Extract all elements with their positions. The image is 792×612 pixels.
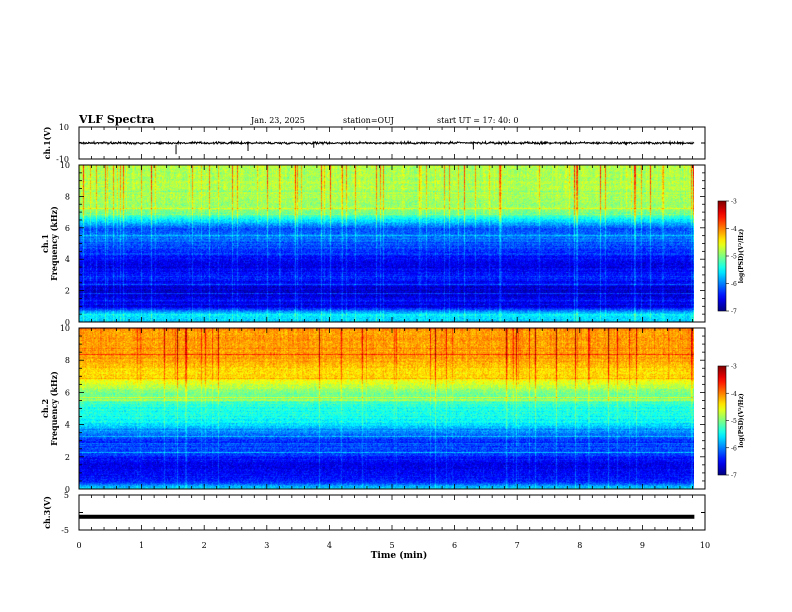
ch2-spectrogram-ylabel: ch.2Frequency (kHz) [40,371,59,446]
ch1-waveform-trace [78,139,695,147]
ch1-waveform-ytick-label: 10 [59,123,69,132]
ch2-spectrogram-panel: 0 2 4 6 8 10 ch.2Frequency (kHz) [40,324,706,494]
ch3-waveform-frame [78,494,706,531]
x-axis-label: Time (min) [371,550,428,561]
ch1-spectrogram-ytick-label: 10 [60,161,70,170]
x-tick-label: 2 [202,541,207,550]
ch1-waveform-ylabel: ch.1(V) [42,126,52,159]
ch2-spectrogram-ytick-label: 0 [65,485,70,494]
station-label: station=OUJ [343,116,394,125]
ch3-waveform-panel: 5 -5 ch.3(V) [42,491,706,535]
ch1-colorbar-label: log(PSD)(V²/Hz) [738,229,745,284]
ch3-waveform-ytick-label: -5 [61,526,69,535]
ch2-colorbar-tick-label: -7 [731,473,737,480]
ch1-spectrogram-ytick-label: 4 [65,255,70,264]
ch2-colorbar: -3 -4 -5 -6 -7 log(PSD)(V²/Hz) [717,364,745,480]
ch2-colorbar-tick-label: -6 [731,445,737,452]
ch1-waveform-ytick-label: -10 [56,155,69,164]
figure-title: VLF Spectra [78,113,154,126]
ch1-colorbar-tick-label: -3 [731,199,737,206]
ch1-spectrogram-ytick-label: 0 [65,318,70,327]
ch1-spectrogram-ytick-label: 6 [65,224,70,233]
ch2-spectrogram-ytick-label: 6 [65,388,70,397]
ch1-spectrogram-panel: 0 2 4 6 8 10 ch.1Frequency (kHz) [40,161,706,327]
x-tick-label: 1 [139,541,144,550]
ch1-colorbar-tick-label: -7 [731,309,737,316]
ch2-colorbar-tick-label: -3 [731,364,737,371]
ch2-colorbar-tick-label: -5 [731,418,737,425]
date-label: Jan. 23, 2025 [250,116,305,125]
ch1-spectrogram-ylabel: ch.1Frequency (kHz) [40,206,59,281]
start-time-label: start UT = 17: 40: 0 [437,116,518,125]
ch1-colorbar-bar [717,200,727,312]
ch1-colorbar-tick-label: -5 [731,254,737,261]
x-tick-label: 7 [515,541,520,550]
ch2-spectrogram-ytick-label: 4 [65,421,70,430]
ch2-spectrogram-heatmap [79,328,694,489]
ch1-colorbar-tick-label: -6 [731,281,737,288]
ch2-colorbar-label: log(PSD)(V²/Hz) [738,393,745,448]
ch1-colorbar: -3 -4 -5 -6 -7 log(PSD)(V²/Hz) [717,199,745,316]
x-tick-label: 9 [640,541,645,550]
x-tick-label: 6 [452,541,457,550]
ch3-waveform-ylabel: ch.3(V) [42,496,52,529]
time-axis: 0 1 2 3 4 5 6 7 8 9 10 [76,541,710,550]
x-tick-label: 10 [700,541,710,550]
ch2-spectrogram-ytick-label: 10 [60,324,70,333]
ch1-colorbar-tick-label: -4 [731,226,737,233]
ch2-colorbar-bar [717,365,727,476]
ch2-spectrogram-ytick-label: 2 [65,453,70,462]
ch2-spectrogram-ytick-label: 8 [65,356,70,365]
x-tick-label: 0 [76,541,81,550]
ch2-colorbar-tick-label: -4 [731,391,737,398]
x-tick-label: 3 [264,541,269,550]
x-tick-label: 8 [577,541,582,550]
ch1-waveform-panel: 10 -10 ch.1(V) [42,123,706,164]
x-tick-label: 4 [327,541,332,550]
ch3-waveform-ytick-label: 5 [64,491,69,500]
ch1-spectrogram-ytick-label: 8 [65,192,70,201]
ch1-spectrogram-heatmap [79,165,694,322]
x-tick-label: 5 [389,541,394,550]
ch1-spectrogram-ytick-label: 2 [65,287,70,296]
